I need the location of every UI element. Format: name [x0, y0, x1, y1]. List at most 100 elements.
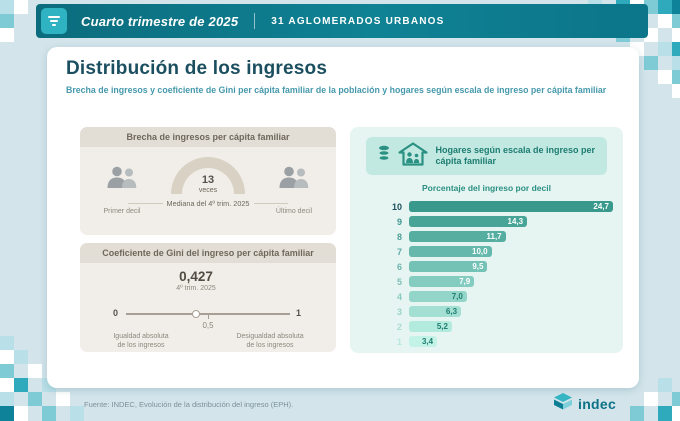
mosaic-tile	[42, 406, 56, 421]
chart-bar-row: 4 7,0	[380, 289, 613, 304]
chart-bar: 14,3	[409, 216, 528, 227]
mosaic-tile	[658, 70, 672, 84]
gini-scale-mid: 0,5	[202, 321, 214, 330]
median-caption: Mediana del 4º trim. 2025	[128, 199, 289, 208]
chart-bar-row: 5 7,9	[380, 274, 613, 289]
chart-subtitle: Porcentaje del ingreso por decil	[422, 183, 551, 193]
mosaic-tile	[14, 0, 28, 14]
gini-min-label: Igualdad absoluta de los ingresos	[113, 333, 169, 350]
mosaic-tile	[0, 336, 14, 350]
decile-label: 9	[396, 216, 402, 227]
gini-scale: 0,427 4º trim. 2025 0 1 0,5 Igualdad abs…	[113, 263, 304, 352]
mosaic-tile	[70, 406, 84, 421]
decile-bar-chart: 10 24,7 9 14,3 8 11,7 7 10,0 6 9,5 5 7,9 4 7,0 3 6,3 2 5,…	[380, 199, 613, 349]
mosaic-tile	[672, 56, 680, 70]
decile-label: 8	[396, 231, 402, 242]
income-gap-gauge: 13 veces Mediana del 4º trim. 2025	[128, 157, 289, 208]
bar-track: 5,2	[409, 321, 613, 332]
bar-value-label: 6,3	[445, 306, 458, 316]
gini-value: 0,427	[179, 269, 213, 284]
mosaic-tile	[56, 392, 70, 406]
bar-track: 24,7	[409, 201, 613, 212]
gini-scale-max: 1	[295, 308, 301, 318]
gauge-arc: 13 veces	[171, 157, 245, 194]
indec-cube-icon	[553, 393, 573, 415]
bar-value-label: 24,7	[593, 201, 609, 211]
house-family-icon	[397, 141, 428, 171]
bar-value-label: 11,7	[486, 231, 502, 241]
mosaic-tile	[0, 350, 14, 364]
right-rule	[253, 203, 289, 204]
households-panel-header: Hogares según escala de ingreso per cápi…	[366, 137, 607, 175]
chart-bar-row: 6 9,5	[380, 259, 613, 274]
decile-label: 2	[396, 321, 402, 332]
decile-label: 10	[391, 201, 402, 212]
chart-bar: 10,0	[409, 246, 492, 257]
bar-value-label: 7,0	[451, 291, 463, 301]
mosaic-tile	[672, 28, 680, 42]
chart-bar-row: 9 14,3	[380, 214, 613, 229]
mosaic-tile	[14, 406, 28, 421]
left-rule	[128, 203, 163, 204]
mosaic-tile	[28, 364, 42, 378]
mosaic-tile	[644, 392, 658, 406]
gap-unit: veces	[198, 187, 218, 194]
bar-value-label: 10,0	[472, 246, 488, 256]
indec-logo: indec	[553, 393, 616, 415]
chart-bar: 9,5	[409, 261, 488, 272]
chart-bar-row: 7 10,0	[380, 244, 613, 259]
mosaic-tile	[28, 392, 42, 406]
header-coverage: 31 AGLOMERADOS URBANOS	[271, 15, 445, 27]
gap-value: 13	[201, 174, 215, 187]
header-bar: Cuarto trimestre de 2025 31 AGLOMERADOS …	[36, 4, 648, 38]
chart-bar-row: 2 5,2	[380, 319, 613, 334]
decile-label: 5	[396, 276, 402, 287]
decile-label: 4	[396, 291, 402, 302]
gini-panel-title: Coeficiente de Gini del ingreso per cápi…	[80, 243, 336, 263]
gini-scale-min: 0	[113, 308, 119, 318]
decile-label: 1	[396, 336, 402, 347]
chart-bar: 11,7	[409, 231, 506, 242]
mosaic-tile	[0, 392, 14, 406]
mosaic-tile	[0, 14, 14, 28]
income-gap-panel: Brecha de ingresos per cápita familiar P…	[80, 127, 336, 235]
header-divider	[254, 13, 256, 29]
income-gap-panel-body: Primer decil 13 veces Mediana del 4º tri…	[80, 147, 336, 235]
bar-track: 3,4	[409, 336, 613, 347]
header-quarter: Cuarto trimestre de 2025	[81, 13, 239, 29]
chart-bar: 7,9	[409, 276, 475, 287]
gini-panel: Coeficiente de Gini del ingreso per cápi…	[80, 243, 336, 352]
gini-midtick	[208, 314, 209, 319]
mosaic-tile	[0, 0, 14, 14]
bar-track: 6,3	[409, 306, 613, 317]
mosaic-tile	[672, 0, 680, 14]
mosaic-tile	[0, 378, 14, 392]
bar-value-label: 14,3	[507, 216, 524, 226]
mosaic-tile	[644, 56, 658, 70]
chart-bar-row: 10 24,7	[380, 199, 613, 214]
mosaic-tile	[14, 378, 28, 392]
gini-value-block: 0,427 4º trim. 2025	[151, 269, 241, 292]
page-title: Distribución de los ingresos	[66, 58, 328, 79]
chart-bar: 3,4	[409, 336, 438, 347]
chart-bar-row: 1 3,4	[380, 334, 613, 349]
bar-value-label: 3,4	[421, 336, 434, 346]
mosaic-tile	[672, 406, 680, 421]
chart-bar-row: 3 6,3	[380, 304, 613, 319]
bar-track: 11,7	[409, 231, 613, 242]
page-subtitle: Brecha de ingresos y coeficiente de Gini…	[66, 85, 607, 95]
chart-bar: 5,2	[409, 321, 452, 332]
mosaic-tile	[658, 42, 672, 56]
gauge-value: 13 veces	[171, 175, 245, 194]
mosaic-tile	[672, 84, 680, 98]
source-note: Fuente: INDEC, Evolución de la distribuc…	[84, 400, 294, 409]
bar-track: 10,0	[409, 246, 613, 257]
decile-label: 7	[396, 246, 402, 257]
decile-label: 6	[396, 261, 402, 272]
mosaic-tile	[14, 350, 28, 364]
mosaic-tile	[672, 70, 680, 84]
coins-icon	[378, 145, 390, 168]
bar-track: 7,9	[409, 276, 613, 287]
first-decile-group: Primer decil	[90, 165, 154, 215]
